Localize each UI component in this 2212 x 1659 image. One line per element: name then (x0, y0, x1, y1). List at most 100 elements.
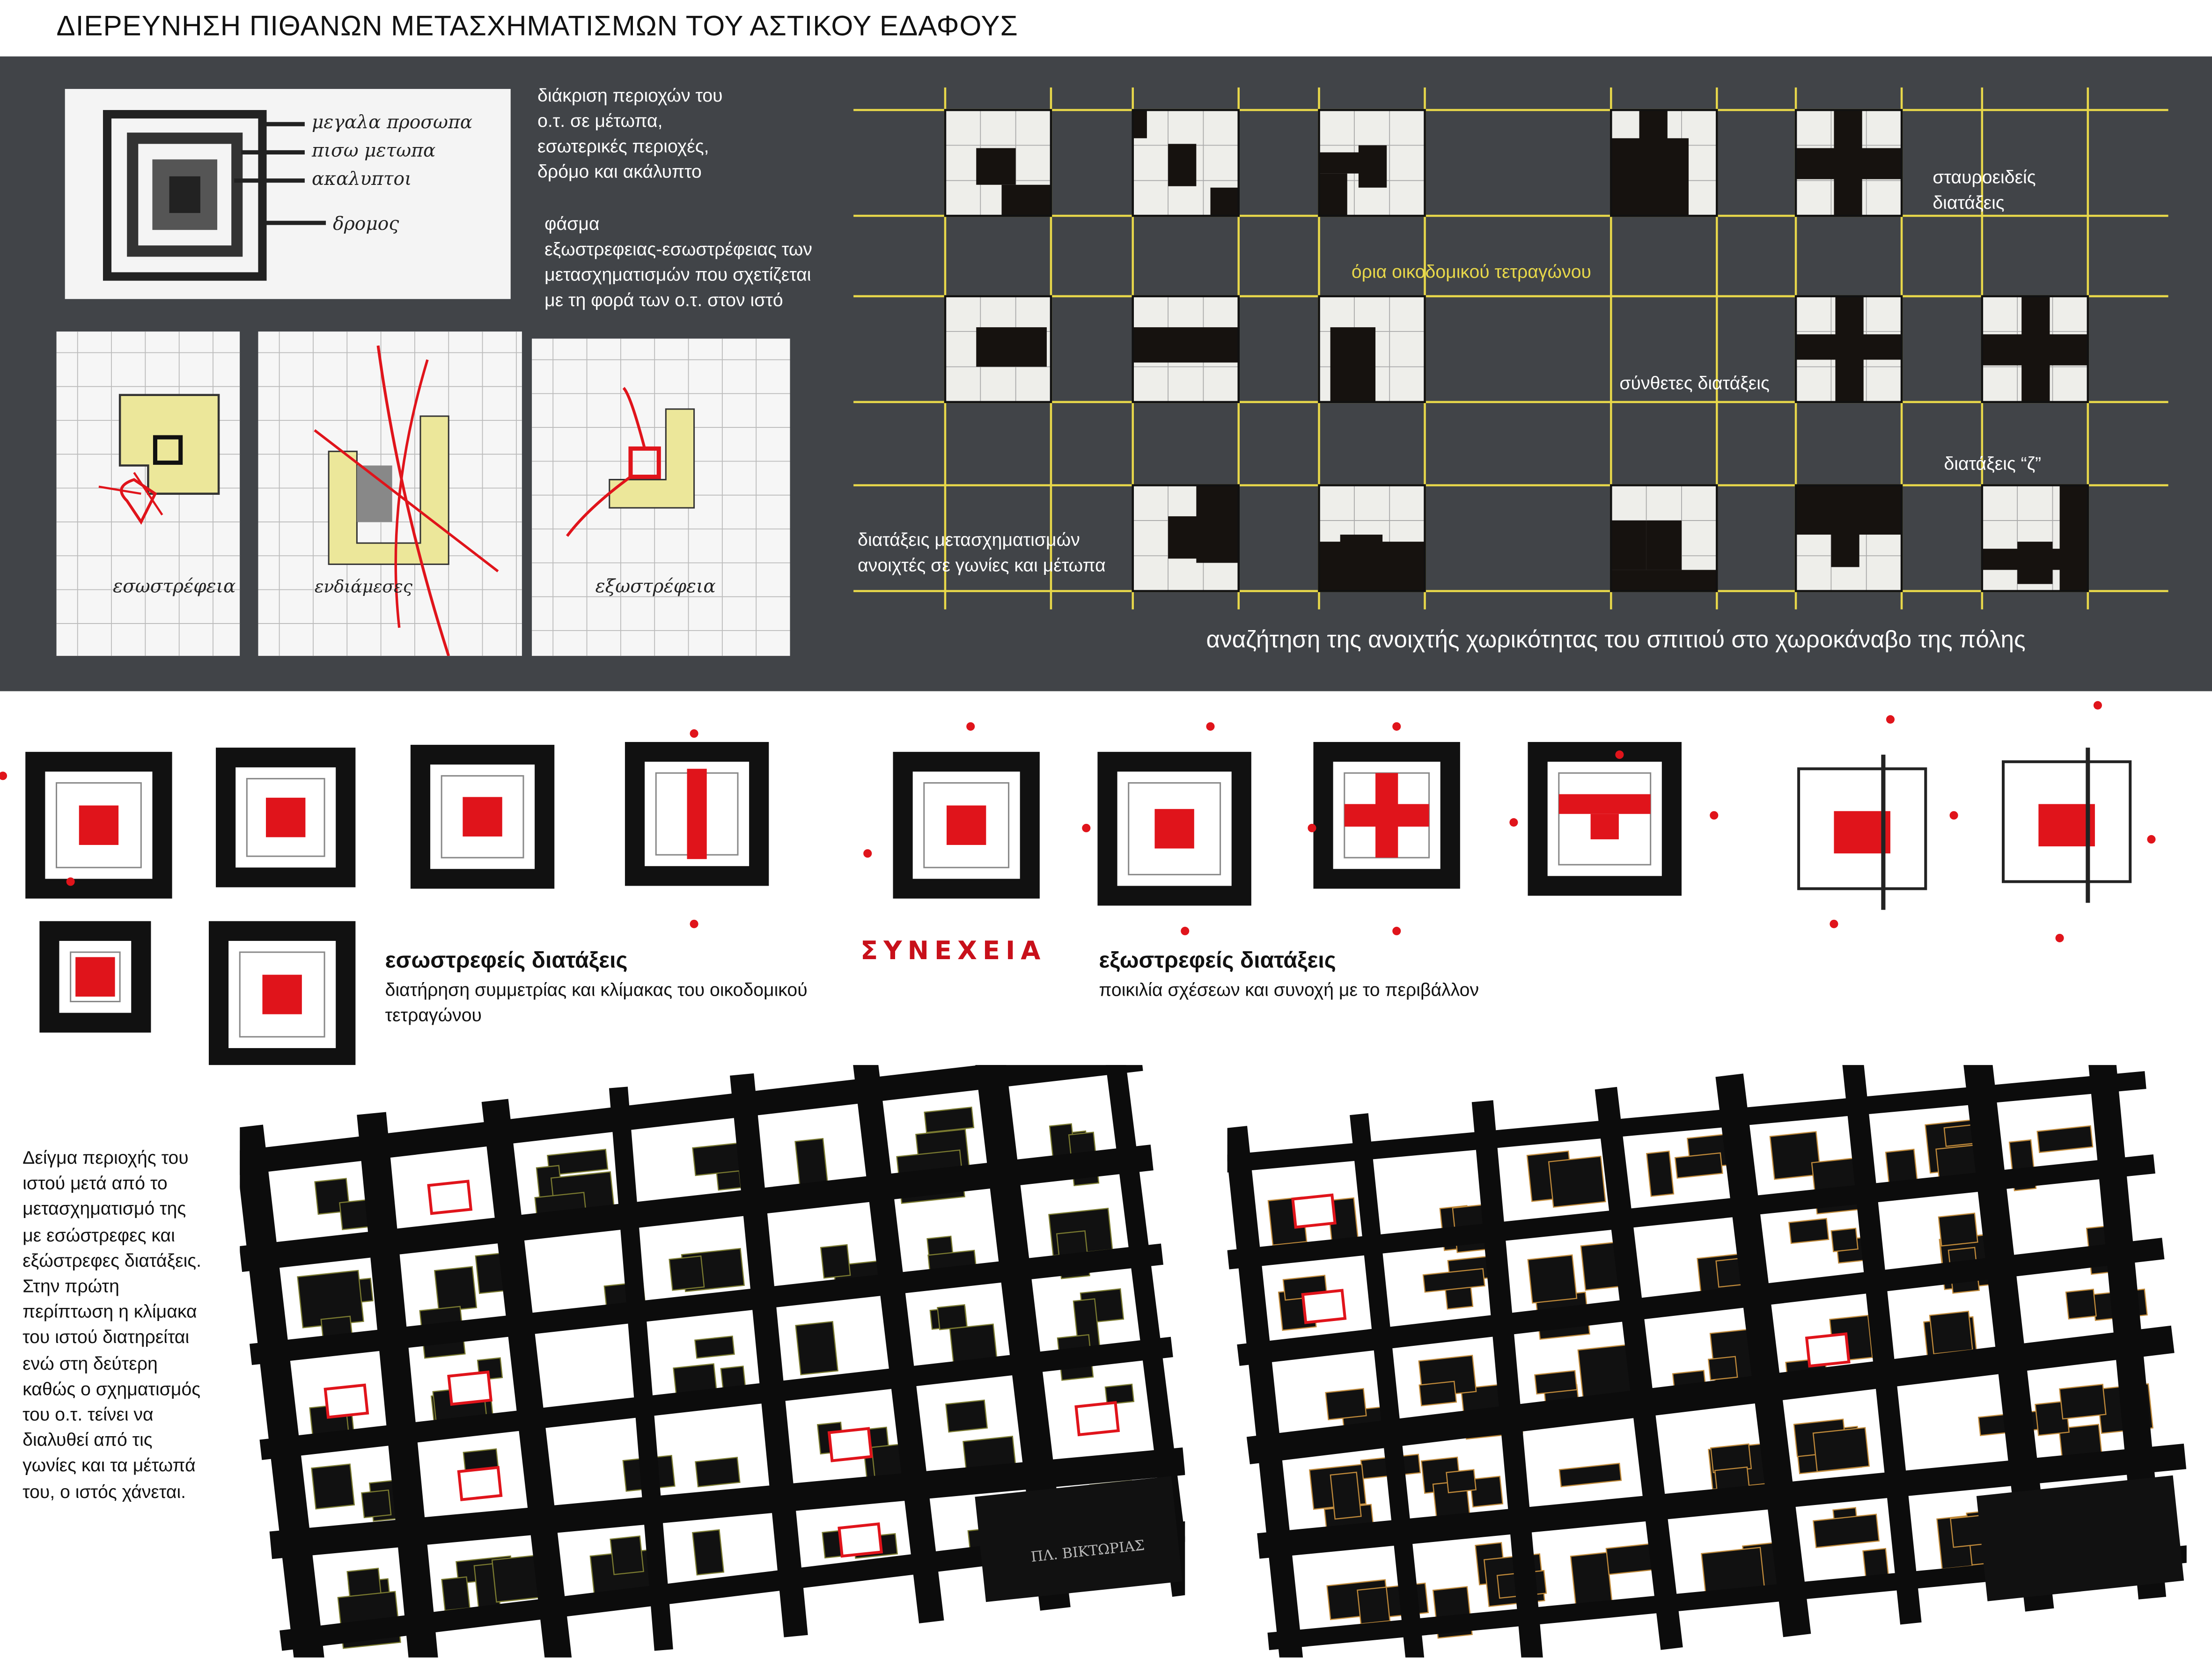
cross-label: σταυροειδείς διατάξεις (1933, 165, 2036, 216)
red-mark (1509, 818, 1518, 827)
street (1227, 1126, 1306, 1658)
panel-caption: αναζήτηση της ανοιχτής χωρικότητας του σ… (1206, 626, 2026, 653)
street (250, 1243, 1163, 1365)
red-mark (1710, 811, 1719, 820)
arrangement-sketch (216, 748, 356, 888)
transformation-tile (1132, 109, 1240, 217)
city-block (1558, 1462, 1622, 1488)
note-line: εσωτερικές περιοχές, (537, 135, 709, 157)
red-mark (690, 849, 698, 858)
street (1842, 1065, 1922, 1625)
street (269, 1447, 1185, 1559)
red-mark (1830, 919, 1838, 928)
red-mark (1615, 750, 1624, 759)
red-mark (690, 919, 698, 928)
street (1715, 1073, 1811, 1637)
city-block (1526, 1150, 1606, 1208)
city-block (1074, 1383, 1135, 1437)
label-line: διατάξεις μετασχηματισμών (858, 529, 1080, 551)
label-line: διατάξεις (1933, 191, 2005, 213)
red-mark (2147, 835, 2156, 844)
desc-line: τετραγώνου (385, 1004, 482, 1026)
red-mark (1949, 811, 1958, 820)
extroversion-sketch: εξωστρέφεια (532, 338, 790, 656)
street (481, 1099, 572, 1658)
transformation-tile (944, 109, 1052, 217)
note-line: του ο.τ. τείνει να (22, 1403, 154, 1425)
block-limits-label: όρια οικοδομικού τετραγώνου (1351, 261, 1591, 282)
desc-line: διατήρηση συμμετρίας και κλίμακας του οι… (385, 979, 808, 1000)
note-line: καθώς ο σχηματισμός (22, 1378, 201, 1399)
note-line: του, ο ιστός χάνεται. (22, 1480, 186, 1502)
board-title: ΔΙΕΡΕΥΝΗΣΗ ΠΙΘΑΝΩΝ ΜΕΤΑΣΧΗΜΑΤΙΣΜΩΝ ΤΟΥ Α… (56, 11, 1018, 43)
red-mark (1206, 722, 1215, 731)
city-block (1420, 1456, 1504, 1519)
transformation-tile (944, 295, 1052, 404)
note-line: ο.τ. σε μέτωπα, (537, 110, 663, 132)
arrangement-sketches (0, 701, 2156, 1065)
label-line: σταυροειδείς (1933, 166, 2036, 188)
street (609, 1086, 673, 1651)
sketch-label: εσωστρέφεια (113, 576, 235, 597)
open-arrangement-sketch (1797, 755, 1927, 910)
city-block (457, 1448, 503, 1501)
street-network (1227, 1065, 2187, 1658)
transformation-tile (1132, 295, 1240, 404)
city-block (427, 1180, 473, 1215)
note-line: με τη φορά των ο.τ. στον ιστό (544, 289, 783, 310)
city-block (1788, 1218, 1865, 1264)
note-line: εξωστρεφειας-εσωστρέφειας των (544, 238, 813, 260)
intermediate-sketch: ενδιάμεσες (258, 331, 522, 656)
square (975, 1476, 1183, 1602)
note-line: του ιστού διατηρείται (22, 1326, 190, 1348)
arrangement-sketch (1097, 752, 1251, 906)
city-block (1646, 1133, 1733, 1197)
red-mark (863, 849, 872, 858)
note-line: διαλυθεί από τις (22, 1429, 153, 1451)
transformation-tile (1318, 295, 1426, 404)
street (1471, 1100, 1543, 1658)
arrangement-sketch (625, 742, 769, 886)
handwritten-label: πισω μετωπα (311, 140, 435, 161)
red-mark (1886, 715, 1895, 724)
note-line: ενώ στη δεύτερη (22, 1352, 158, 1373)
note-line: Στην πρώτη (22, 1275, 119, 1297)
city-block (669, 1248, 745, 1292)
z-label: διατάξεις “ζ” (1944, 453, 2042, 474)
note-line: με εσώστρεφες και (22, 1224, 175, 1245)
composite-label: σύνθετες διατάξεις (1619, 372, 1770, 394)
red-mark (966, 722, 975, 731)
street-network: ΠΛ. ΒΙΚΤΩΡΙΑΣ (240, 1065, 1185, 1658)
handwritten-label: δρομος (333, 213, 399, 235)
city-block (692, 1529, 725, 1576)
street (852, 1065, 944, 1623)
city-block (1278, 1275, 1347, 1331)
zones-note: διάκριση περιοχών του ο.τ. σε μέτωπα, εσ… (537, 83, 723, 185)
arrangement-sketch (1528, 742, 1682, 896)
red-mark (1082, 823, 1091, 832)
city-block (945, 1399, 1016, 1472)
street (1246, 1325, 2175, 1465)
city-block (1701, 1542, 1779, 1599)
transformation-tile (1794, 295, 1903, 404)
note-line: ιστού μετά από το (22, 1172, 168, 1194)
red-mark (1392, 722, 1401, 731)
arrangement-sketch (410, 745, 555, 889)
street (1237, 1238, 2165, 1366)
city-block (816, 1421, 923, 1484)
note-line: γωνίες και τα μέτωπά (22, 1455, 196, 1476)
note-line: Δείγμα περιοχής του (22, 1146, 189, 1168)
street (730, 1073, 808, 1637)
sketch-label: εξωστρέφεια (595, 576, 716, 597)
red-mark (2093, 701, 2102, 710)
red-mark (1392, 926, 1401, 935)
arrangement-sketch (1313, 742, 1460, 889)
arrangement-sketch (208, 921, 356, 1065)
arrangement-sketch (893, 752, 1040, 899)
street (1227, 1154, 2155, 1270)
note-line: μετασχηματισμό της (22, 1198, 186, 1219)
note-line: δρόμο και ακάλυπτο (537, 161, 702, 182)
label-line: ανοιχτές σε γωνίες και μέτωπα (858, 554, 1106, 576)
transformation-tile (1132, 484, 1240, 592)
square (1976, 1475, 2184, 1601)
